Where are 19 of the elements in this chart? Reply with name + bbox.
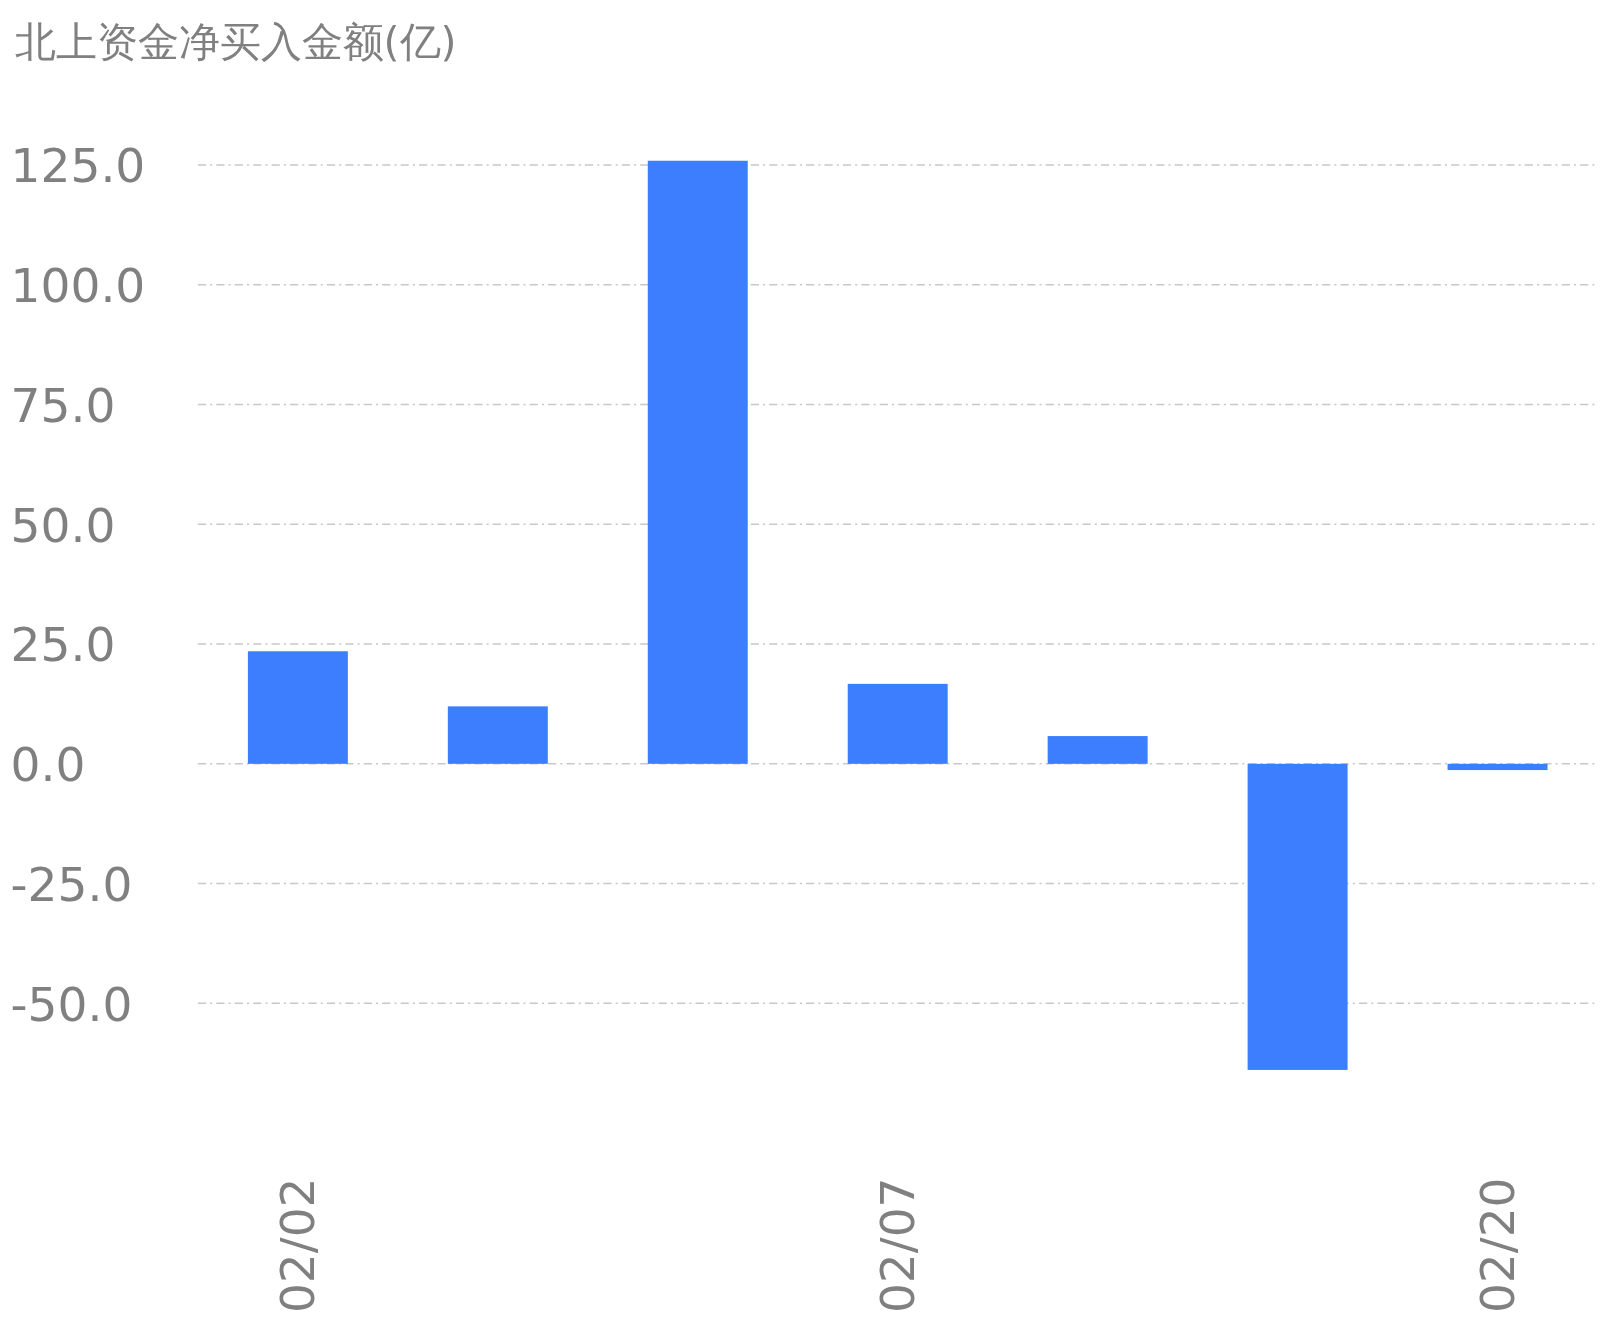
- y-tick-label: 0.0: [10, 737, 86, 793]
- y-tick-label: -25.0: [10, 857, 133, 912]
- y-tick-label: 75.0: [10, 377, 116, 433]
- bar: [1247, 763, 1348, 1070]
- bar: [647, 160, 748, 764]
- x-tick-label: 02/07: [870, 1177, 926, 1314]
- x-tick-label: 02/02: [270, 1177, 326, 1314]
- chart-title: 北上资金净买入金额(亿): [14, 18, 457, 67]
- y-tick-label: 50.0: [10, 497, 116, 553]
- x-tick-label: 02/20: [1469, 1177, 1525, 1314]
- bar: [1047, 736, 1148, 764]
- bar: [247, 651, 348, 764]
- bar: [447, 706, 548, 764]
- bar: [847, 683, 948, 764]
- y-tick-label: 100.0: [10, 258, 146, 314]
- y-tick-label: 125.0: [10, 138, 146, 194]
- y-tick-label: -50.0: [10, 976, 133, 1032]
- y-tick-label: 25.0: [10, 617, 116, 673]
- bar: [1447, 763, 1548, 771]
